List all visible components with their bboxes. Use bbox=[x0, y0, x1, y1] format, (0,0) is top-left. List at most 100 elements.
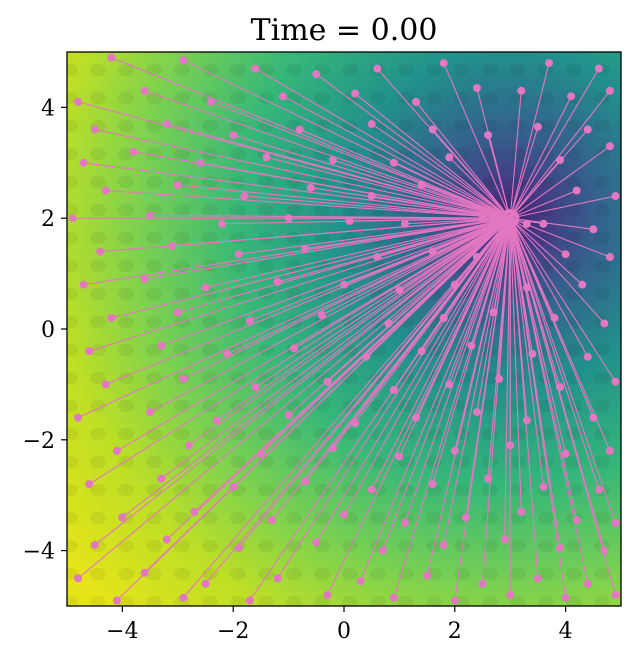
trajectory-arrow bbox=[111, 57, 507, 218]
particle-point bbox=[356, 577, 365, 586]
particle-point bbox=[323, 377, 332, 386]
particle-point bbox=[190, 507, 199, 516]
particle-point bbox=[229, 482, 238, 491]
particle-point bbox=[412, 413, 421, 422]
particle-point bbox=[112, 596, 121, 605]
particle-point bbox=[290, 344, 299, 353]
particle-point bbox=[256, 449, 265, 458]
particle-point bbox=[439, 59, 448, 68]
trajectory-arrow bbox=[116, 219, 508, 452]
particle-point bbox=[522, 416, 531, 425]
particle-point bbox=[600, 546, 609, 555]
particle-point bbox=[611, 590, 620, 599]
particle-point bbox=[362, 352, 371, 361]
particle-point bbox=[478, 579, 487, 588]
x-tick-label: 0 bbox=[337, 619, 351, 644]
trajectory-arrow bbox=[512, 220, 583, 286]
trajectory-arrow bbox=[512, 159, 561, 216]
trajectory-arrow bbox=[371, 195, 507, 219]
particle-point bbox=[478, 214, 487, 223]
trajectory-arrow bbox=[476, 221, 511, 413]
particle-point bbox=[328, 444, 337, 453]
trajectory-arrow bbox=[512, 145, 611, 217]
particle-point bbox=[212, 416, 221, 425]
trajectory-arrow bbox=[404, 221, 510, 524]
particle-point bbox=[506, 214, 515, 223]
trajectory-arrow bbox=[94, 129, 507, 219]
particle-point bbox=[400, 518, 409, 527]
trajectory-arrow bbox=[443, 62, 510, 216]
trajectory-arrow bbox=[510, 221, 616, 524]
trajectory-arrow bbox=[160, 220, 508, 480]
particle-point bbox=[417, 180, 426, 189]
y-axis: 4 2 0 −2 −4 bbox=[23, 96, 67, 565]
particle-point bbox=[79, 280, 88, 289]
trajectory-arrow bbox=[111, 218, 507, 319]
trajectory-arrow bbox=[255, 219, 508, 388]
particle-point bbox=[506, 590, 515, 599]
trajectory-arrow bbox=[510, 126, 539, 215]
particle-point bbox=[556, 156, 565, 165]
trajectory-arrow bbox=[511, 68, 600, 216]
particle-point bbox=[389, 593, 398, 602]
x-tick-label: 2 bbox=[448, 619, 462, 644]
trajectory-arrow bbox=[205, 218, 507, 288]
particle-point bbox=[439, 541, 448, 550]
particle-point bbox=[351, 89, 360, 98]
trajectory-arrow bbox=[354, 93, 508, 217]
particle-point bbox=[284, 410, 293, 419]
particle-point bbox=[367, 120, 376, 129]
particle-point bbox=[179, 593, 188, 602]
trajectory-arrow bbox=[504, 221, 513, 540]
particle-point bbox=[605, 86, 614, 95]
particle-point bbox=[351, 419, 360, 428]
particle-point bbox=[467, 341, 476, 350]
particle-point bbox=[295, 125, 304, 134]
trajectory-arrow bbox=[510, 221, 567, 454]
trajectory-arrow bbox=[122, 220, 508, 518]
particle-point bbox=[245, 596, 254, 605]
trajectory-arrow bbox=[249, 219, 507, 322]
trajectory-arrow bbox=[432, 221, 510, 485]
trajectory-arrow bbox=[315, 73, 508, 217]
particle-point bbox=[600, 319, 609, 328]
particle-point bbox=[428, 247, 437, 256]
particle-point bbox=[550, 313, 559, 322]
particle-point bbox=[168, 241, 177, 250]
particle-point bbox=[611, 377, 620, 386]
particle-point bbox=[101, 186, 110, 195]
trajectory-arrow bbox=[238, 217, 507, 255]
particle-point bbox=[229, 131, 238, 140]
particle-point bbox=[284, 214, 293, 223]
particle-point bbox=[533, 574, 542, 583]
particle-point bbox=[118, 513, 127, 522]
particle-point bbox=[572, 516, 581, 525]
trajectory-arrow bbox=[415, 101, 509, 216]
particle-point bbox=[567, 92, 576, 101]
particle-point bbox=[400, 219, 409, 228]
particle-point bbox=[561, 449, 570, 458]
particle-point bbox=[461, 513, 470, 522]
particle-point bbox=[157, 474, 166, 483]
particle-point bbox=[74, 413, 83, 422]
particle-point bbox=[389, 385, 398, 394]
trajectory-arrow bbox=[105, 219, 508, 385]
x-tick-label: 4 bbox=[559, 619, 573, 644]
particle-point bbox=[312, 70, 321, 79]
particle-point bbox=[378, 546, 387, 555]
particle-point bbox=[594, 485, 603, 494]
trajectory-arrow bbox=[513, 195, 616, 219]
particle-point bbox=[373, 252, 382, 261]
trajectory-arrow bbox=[166, 123, 507, 218]
trajectory-arrow bbox=[511, 221, 611, 452]
trajectory-arrow bbox=[513, 219, 566, 255]
y-tick-label: 0 bbox=[41, 318, 55, 343]
particle-point bbox=[201, 283, 210, 292]
trajectory-arrow bbox=[421, 184, 507, 218]
trajectory-arrow bbox=[443, 221, 511, 546]
particle-point bbox=[423, 571, 432, 580]
trajectory-arrow bbox=[244, 195, 507, 220]
particle-point bbox=[556, 383, 565, 392]
trajectory-arrow bbox=[510, 62, 550, 215]
